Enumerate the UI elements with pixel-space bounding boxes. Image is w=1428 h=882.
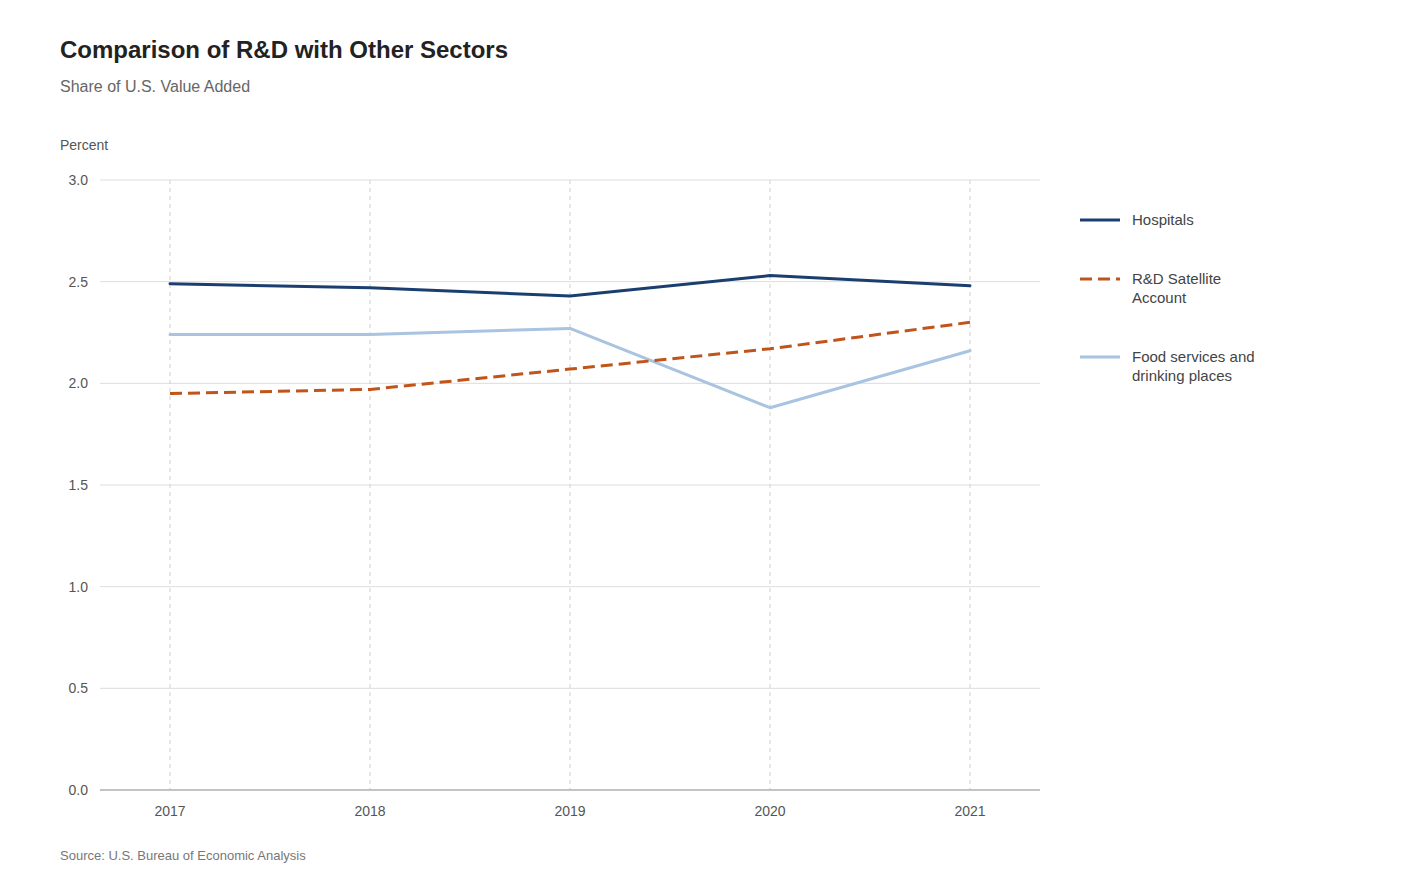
x-tick-label: 2019 (554, 803, 585, 819)
source: Source: U.S. Bureau of Economic Analysis (60, 848, 306, 863)
x-grid-line (370, 180, 371, 790)
legend-label: Hospitals (1132, 211, 1194, 228)
y-tick-label: 2.0 (69, 375, 89, 391)
series-lines (170, 276, 970, 408)
y-axis-label: Percent (60, 137, 108, 153)
y-tick-label: 0.5 (69, 680, 89, 696)
x-tick-label: 2017 (154, 803, 185, 819)
series-line (170, 322, 970, 393)
legend-swatch (1080, 356, 1120, 359)
y-grid-line (100, 586, 1040, 587)
y-tick-label: 1.5 (69, 477, 89, 493)
legend-swatch (1080, 219, 1120, 222)
legend: Hospitals R&D SatelliteAccount Food servic… (1080, 211, 1255, 384)
x-grid-line (970, 180, 971, 790)
y-tick-label: 3.0 (69, 172, 89, 188)
legend-swatch (1080, 278, 1120, 281)
x-grid-line (570, 180, 571, 790)
x-grid-line (770, 180, 771, 790)
y-tick-label: 1.0 (69, 579, 89, 595)
x-grid-line (170, 180, 171, 790)
x-tick-label: 2018 (354, 803, 385, 819)
legend-label: Food services anddrinking places (1132, 348, 1255, 384)
chart: Comparison of R&D with Other Sectors Shar… (0, 0, 1428, 882)
legend-label: R&D SatelliteAccount (1132, 270, 1221, 306)
x-tick-label: 2021 (954, 803, 985, 819)
grid (100, 180, 1040, 790)
x-tick-label: 2020 (754, 803, 785, 819)
x-axis-line (100, 790, 1040, 791)
y-tick-label: 0.0 (69, 782, 89, 798)
y-grid-line (100, 790, 1040, 791)
subtitle: Share of U.S. Value Added (60, 78, 250, 95)
y-tick-label: 2.5 (69, 274, 89, 290)
series-line (170, 276, 970, 296)
title: Comparison of R&D with Other Sectors (60, 36, 508, 63)
